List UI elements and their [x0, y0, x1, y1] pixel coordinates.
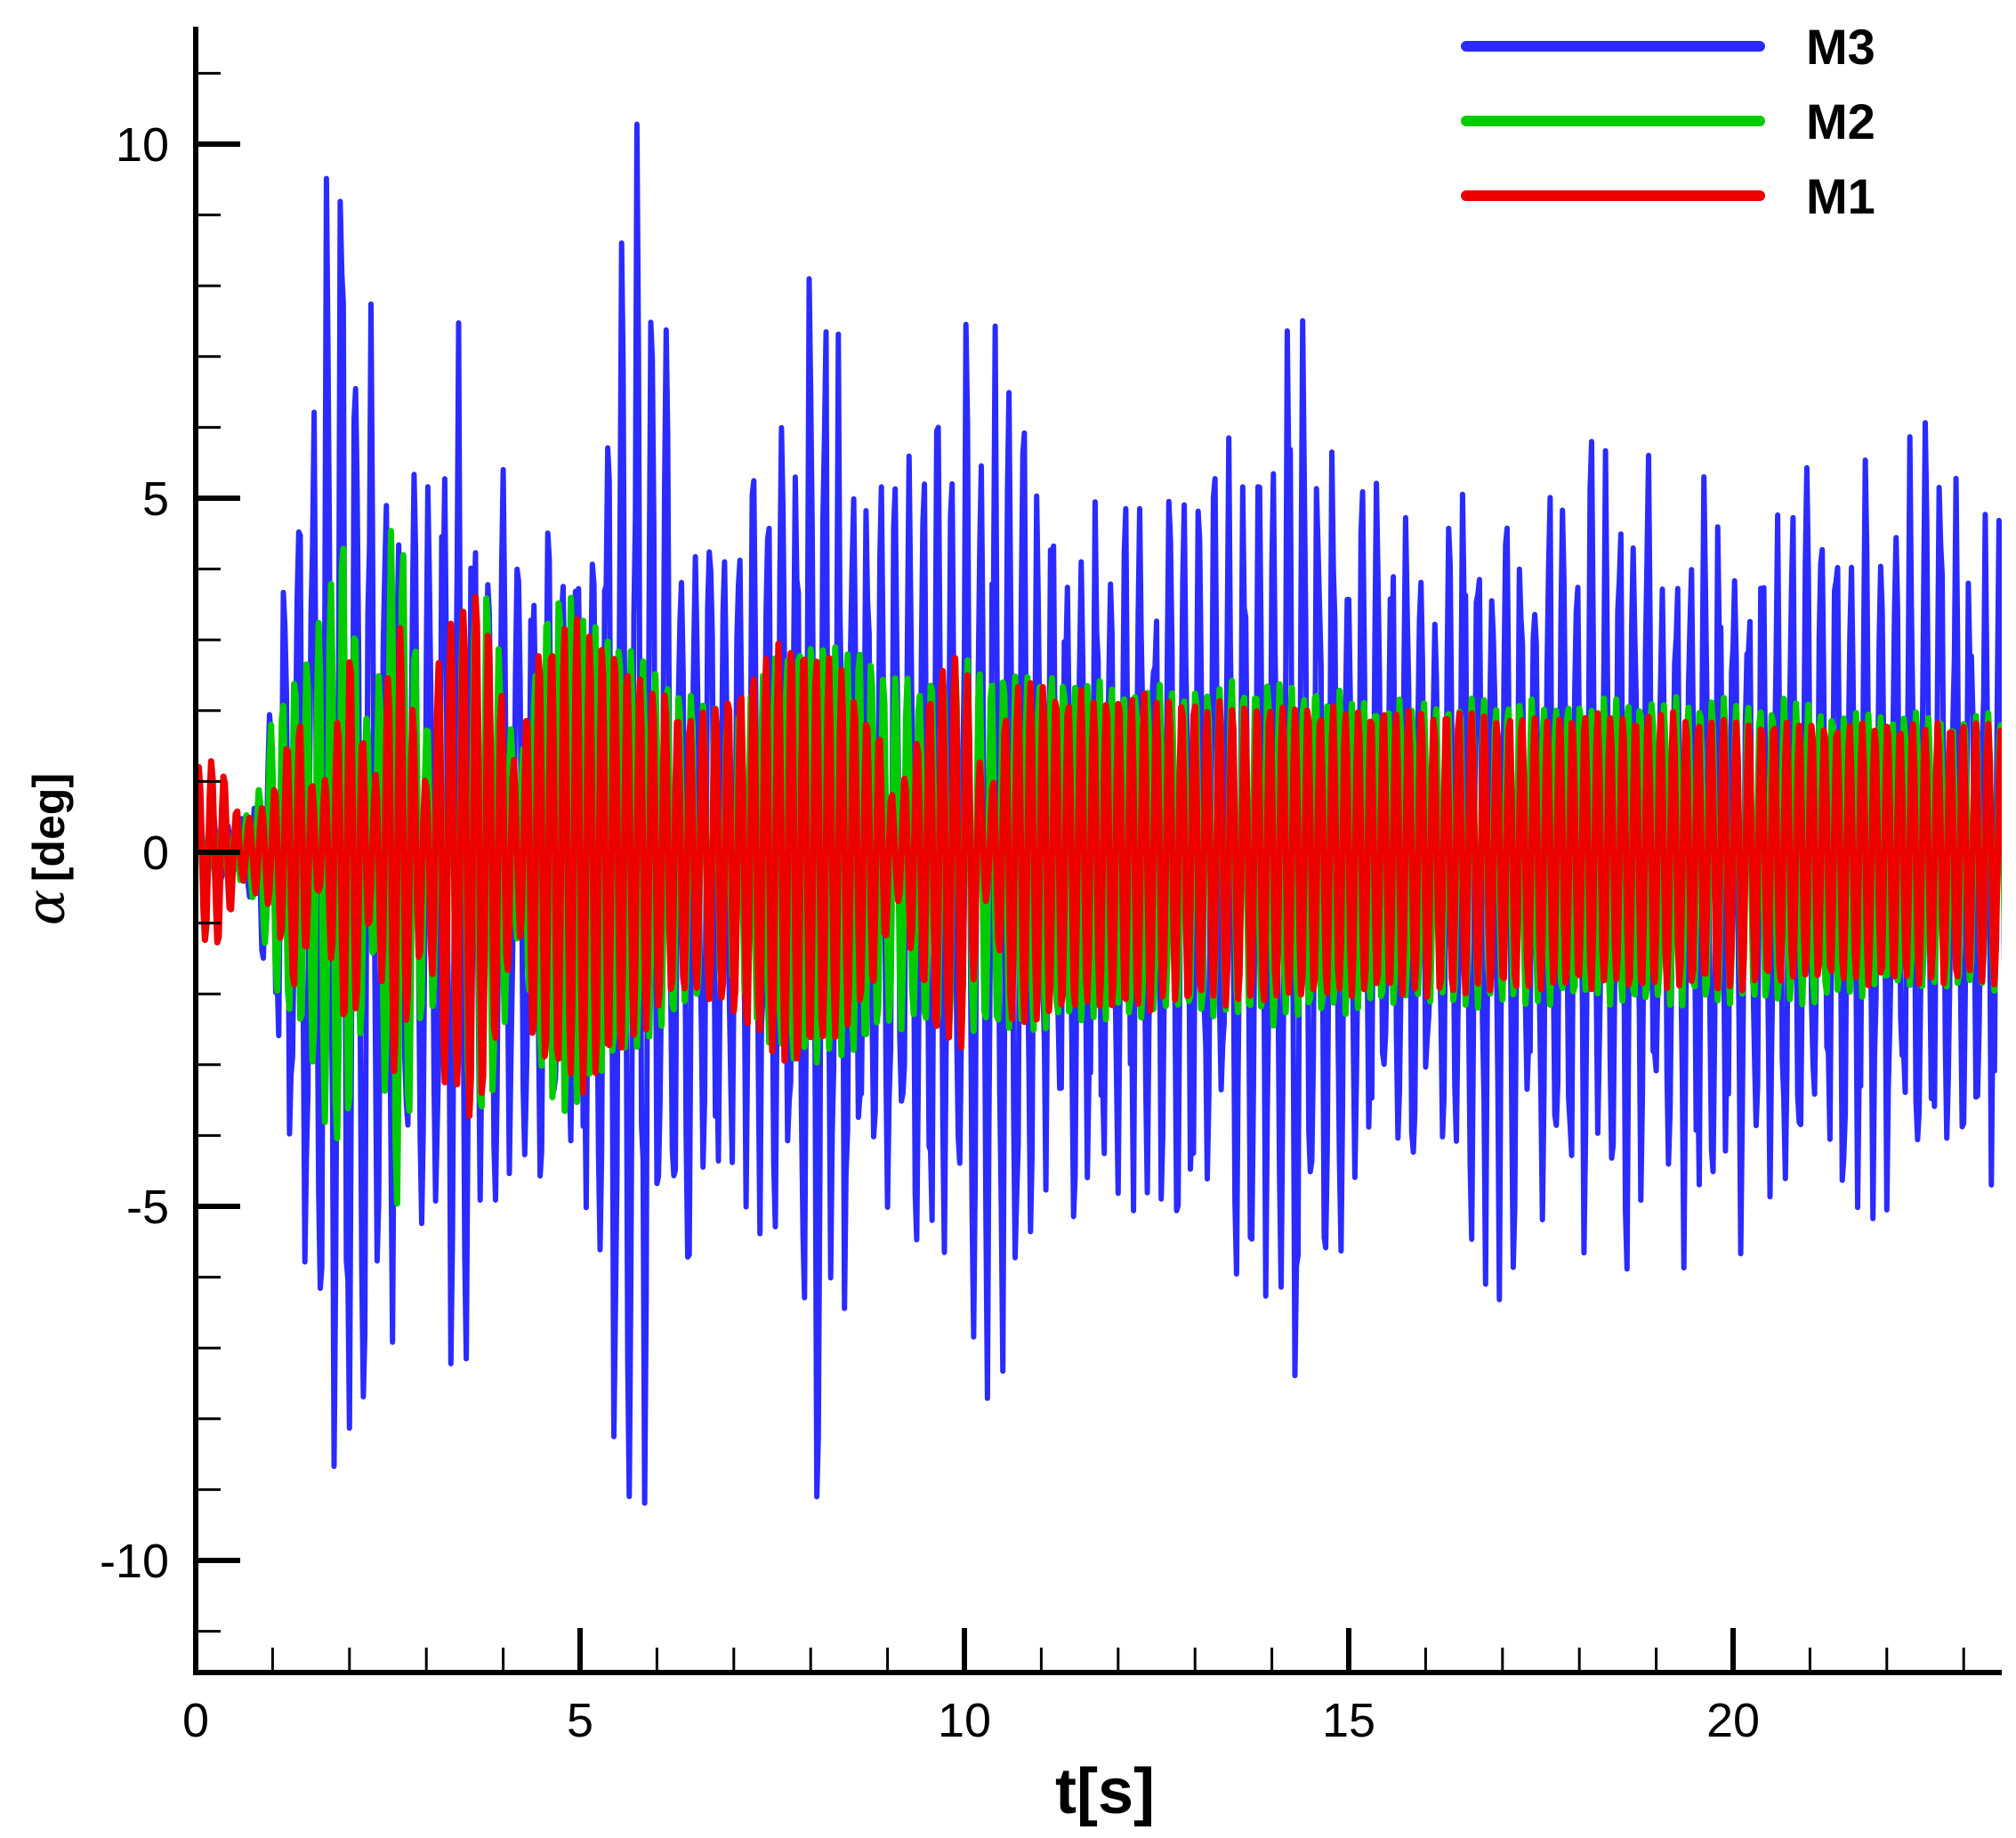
- legend-item-m2: M2: [1461, 93, 1875, 149]
- series-layer: [196, 121, 2002, 1506]
- legend-item-m3: M3: [1461, 19, 1875, 75]
- legend-item-m1: M1: [1461, 168, 1875, 224]
- legend: M3 M2 M1: [1461, 19, 1875, 224]
- legend-label: M3: [1806, 19, 1875, 75]
- y-tick-label: -5: [126, 1181, 169, 1234]
- tick-labels: 0 5 10 15 20 -10 -5 0 5 10: [100, 118, 1760, 1747]
- y-tick-label: -10: [100, 1535, 169, 1588]
- axes: [193, 27, 2002, 1675]
- y-tick-label: 0: [142, 826, 169, 880]
- y-tick-label: 5: [142, 472, 169, 526]
- x-tick-label: 10: [938, 1694, 991, 1747]
- y-axis-symbol: α: [15, 890, 77, 926]
- x-axis-title: t[s]: [1055, 1756, 1155, 1827]
- x-tick-label: 5: [567, 1694, 593, 1747]
- y-tick-label: 10: [116, 118, 169, 172]
- y-axis-title: α [deg]: [15, 773, 77, 925]
- legend-label: M1: [1806, 168, 1875, 224]
- series-line-m1: [196, 593, 2002, 1119]
- x-tick-label: 0: [182, 1694, 209, 1747]
- x-tick-label: 20: [1706, 1694, 1760, 1747]
- y-axis-unit: [deg]: [24, 773, 74, 882]
- legend-label: M2: [1806, 93, 1875, 149]
- x-tick-label: 15: [1322, 1694, 1375, 1747]
